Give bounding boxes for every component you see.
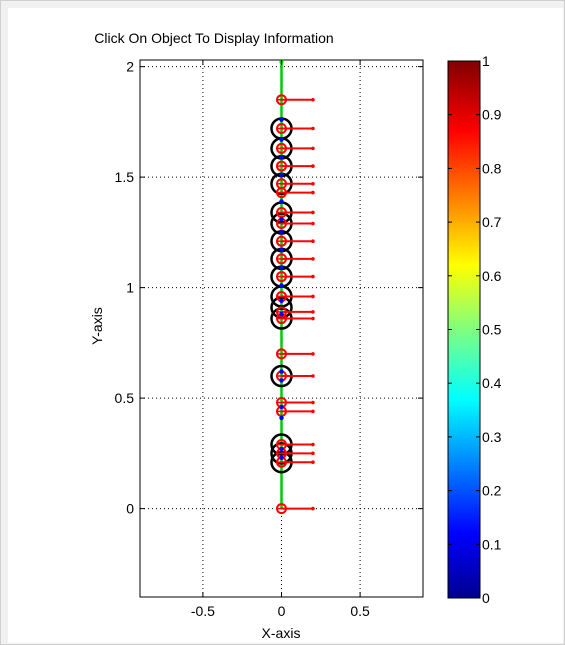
colorbar-tick-label: 0.5: [482, 322, 502, 338]
x-tick-label: 0.5: [350, 603, 370, 619]
force-arrow-tip: [311, 257, 315, 261]
figure-canvas: Click On Object To Display Information -…: [8, 8, 563, 643]
colorbar-tick-label: 0.2: [482, 483, 502, 499]
y-tick-label: 1.5: [115, 169, 135, 185]
blue-point[interactable]: [279, 199, 284, 204]
node-marker[interactable]: [276, 253, 287, 265]
blue-point[interactable]: [279, 216, 284, 222]
node-marker[interactable]: [276, 306, 287, 318]
x-axis-label: X-axis: [262, 625, 301, 641]
force-arrow-tip: [311, 374, 315, 378]
force-arrow-tip: [311, 126, 315, 131]
colorbar-tick-label: 0: [482, 590, 490, 606]
tick-layer: -0.5 0 0.5 0 0.5 1 1.5 2: [115, 59, 423, 619]
colorbar-tick-label: 0.3: [482, 429, 502, 445]
colorbar-tick-label: 0.8: [482, 160, 502, 176]
node-marker[interactable]: [276, 178, 287, 190]
chart-title: Click On Object To Display Information: [94, 30, 333, 46]
blue-point[interactable]: [279, 265, 284, 270]
force-arrow-tip: [311, 221, 315, 226]
colorbar-tick-label: 0.6: [482, 268, 502, 284]
blue-point[interactable]: [279, 298, 284, 304]
blue-point[interactable]: [279, 378, 284, 383]
blue-point[interactable]: [279, 117, 284, 122]
y-tick-label: 0: [126, 501, 134, 517]
force-arrow-tip: [311, 451, 315, 456]
force-arrow-tip: [311, 146, 315, 151]
colorbar-tick-label: 1: [482, 53, 490, 69]
blue-point[interactable]: [279, 155, 284, 160]
colorbar-tick-label: 0.1: [482, 536, 502, 552]
colorbar[interactable]: 0 0.1 0.2 0.3 0.4 0.5 0.6 0.7 0.8 0.9 1: [447, 53, 502, 606]
y-tick-label: 0.5: [115, 390, 135, 406]
y-tick-label: 2: [126, 59, 134, 75]
colorbar-tick-label: 0.9: [482, 107, 502, 123]
node-marker[interactable]: [276, 348, 287, 360]
blue-point[interactable]: [279, 415, 284, 421]
colorbar-tick-label: 0.7: [482, 214, 502, 230]
blue-point[interactable]: [279, 455, 284, 460]
node-marker[interactable]: [276, 160, 287, 172]
blue-point[interactable]: [279, 247, 284, 253]
force-arrow-tip: [311, 164, 315, 168]
force-arrow-tip: [311, 506, 315, 511]
node-marker[interactable]: [276, 503, 287, 515]
x-tick-label: -0.5: [191, 603, 215, 619]
blue-point[interactable]: [279, 172, 284, 178]
blue-point[interactable]: [279, 404, 284, 410]
force-arrow-tip: [311, 460, 315, 464]
force-arrow-tip: [311, 210, 315, 215]
force-arrow-tip: [311, 442, 315, 447]
blue-point[interactable]: [279, 369, 284, 374]
data-layer[interactable]: [270, 60, 315, 515]
force-arrow-tip: [311, 310, 315, 314]
force-arrow-tip: [311, 409, 315, 414]
blue-point[interactable]: [279, 446, 284, 452]
force-arrow-tip: [311, 400, 315, 405]
node-marker[interactable]: [276, 123, 287, 135]
y-tick-label: 1: [126, 280, 134, 296]
force-arrow-tip: [311, 181, 315, 186]
colorbar-tick-label: 0.4: [482, 375, 502, 391]
force-arrow-tip: [311, 274, 315, 279]
node-marker[interactable]: [276, 94, 287, 106]
node-marker[interactable]: [276, 271, 287, 283]
force-arrow-tip: [311, 97, 315, 102]
blue-point[interactable]: [279, 311, 284, 317]
blue-point[interactable]: [279, 230, 284, 235]
node-marker[interactable]: [276, 142, 287, 154]
force-arrow-tip: [311, 352, 315, 356]
colorbar-gradient: [447, 60, 481, 599]
y-axis-label: Y-axis: [89, 307, 105, 345]
blue-point[interactable]: [279, 283, 284, 288]
force-arrow-tip: [311, 190, 315, 195]
force-arrow-tip: [311, 316, 315, 321]
object-circle[interactable]: [270, 296, 293, 319]
blue-point[interactable]: [279, 137, 284, 142]
x-tick-label: 0: [278, 603, 286, 619]
force-arrow-tip: [311, 294, 315, 299]
node-marker[interactable]: [276, 235, 287, 247]
colorbar-ticks: 0 0.1 0.2 0.3 0.4 0.5 0.6 0.7 0.8 0.9 1: [448, 53, 502, 606]
force-arrow-tip: [311, 239, 315, 244]
plot-svg[interactable]: Click On Object To Display Information -…: [8, 8, 563, 643]
